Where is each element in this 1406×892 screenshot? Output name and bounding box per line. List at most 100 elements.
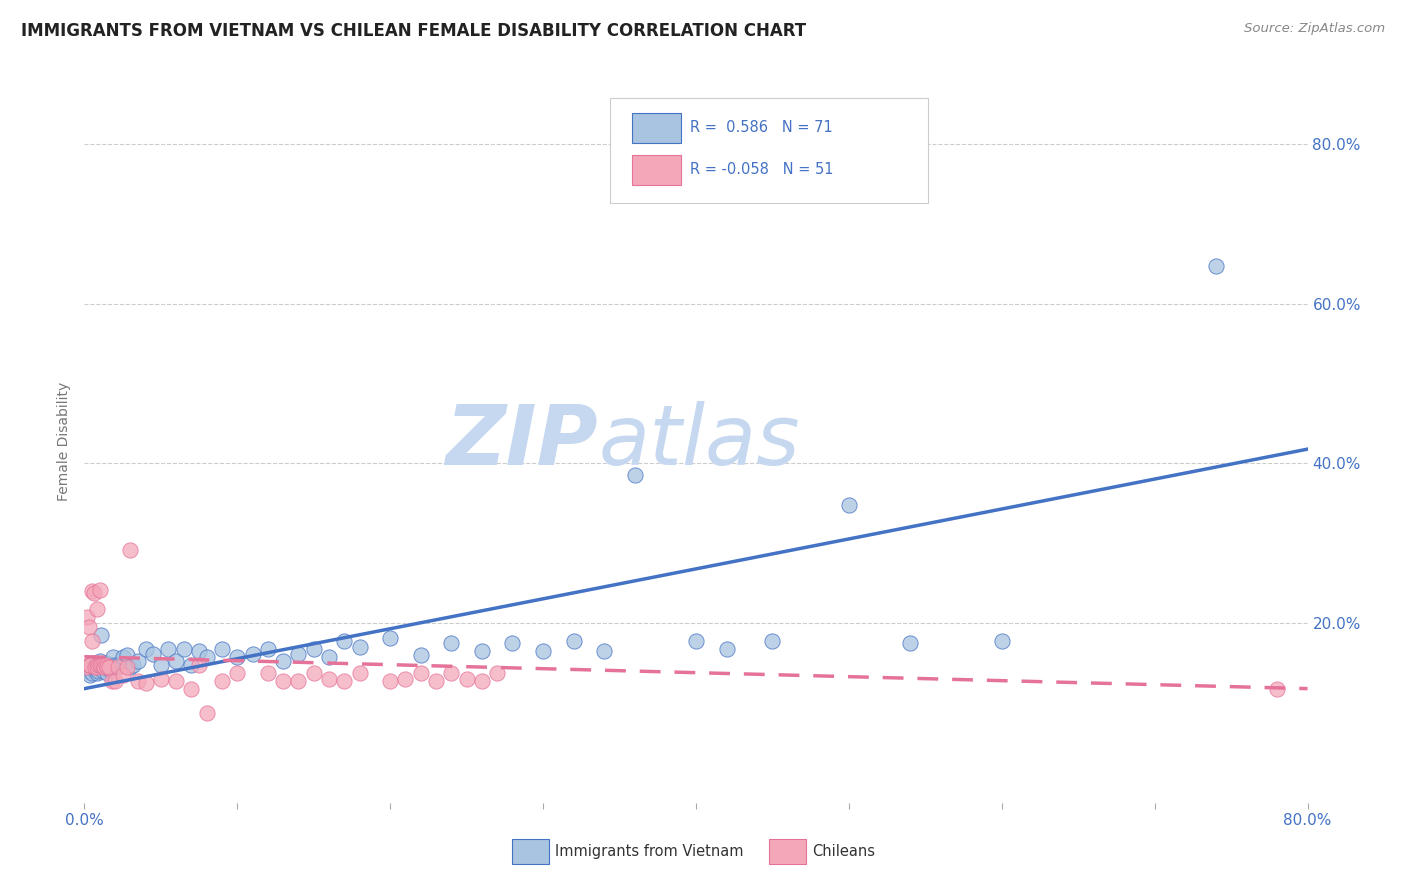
Point xyxy=(180,681,202,696)
Point xyxy=(86,602,108,616)
Text: IMMIGRANTS FROM VIETNAM VS CHILEAN FEMALE DISABILITY CORRELATION CHART: IMMIGRANTS FROM VIETNAM VS CHILEAN FEMAL… xyxy=(21,22,806,40)
Point xyxy=(90,628,112,642)
Point xyxy=(97,663,120,677)
Point xyxy=(107,657,129,672)
Point xyxy=(94,657,117,672)
FancyBboxPatch shape xyxy=(769,838,806,864)
Point xyxy=(135,641,157,656)
Point xyxy=(111,649,134,664)
Point xyxy=(425,673,447,688)
Point xyxy=(486,665,509,680)
Point xyxy=(180,657,202,672)
Point xyxy=(562,633,585,648)
Point xyxy=(188,644,211,658)
Point xyxy=(1265,681,1288,696)
Point xyxy=(593,644,616,658)
Point xyxy=(84,663,107,677)
Point xyxy=(94,656,117,670)
Point xyxy=(502,636,524,650)
Point xyxy=(165,673,187,688)
Point xyxy=(96,660,118,674)
Point xyxy=(456,672,478,686)
Point xyxy=(83,657,105,672)
Point xyxy=(302,665,325,680)
Point xyxy=(122,657,145,672)
Point xyxy=(76,660,98,674)
Point xyxy=(91,657,114,672)
Point xyxy=(1205,259,1227,273)
Point xyxy=(624,468,647,483)
Point xyxy=(226,649,249,664)
Point xyxy=(142,647,165,661)
Point xyxy=(271,655,294,669)
Point xyxy=(76,609,98,624)
Point xyxy=(83,660,105,674)
Point xyxy=(838,498,860,512)
Point xyxy=(79,668,101,682)
Point xyxy=(79,657,101,672)
Point xyxy=(302,641,325,656)
Point xyxy=(349,665,371,680)
Point xyxy=(96,665,118,680)
Point xyxy=(101,660,124,674)
Point xyxy=(120,660,142,674)
Point xyxy=(104,657,127,672)
Point xyxy=(87,657,110,672)
Point xyxy=(120,542,142,557)
Point xyxy=(318,672,340,686)
Point xyxy=(93,660,115,674)
Point xyxy=(226,665,249,680)
Point xyxy=(471,644,494,658)
Point xyxy=(83,586,105,600)
Text: R = -0.058   N = 51: R = -0.058 N = 51 xyxy=(690,162,834,178)
Point xyxy=(409,665,432,680)
Point xyxy=(211,641,233,656)
Point xyxy=(380,673,402,688)
Point xyxy=(716,641,738,656)
Point xyxy=(149,657,172,672)
FancyBboxPatch shape xyxy=(633,112,682,143)
Point xyxy=(84,660,107,674)
Point xyxy=(531,644,554,658)
Text: R =  0.586   N = 71: R = 0.586 N = 71 xyxy=(690,120,832,136)
Point xyxy=(287,673,309,688)
Point xyxy=(195,649,218,664)
Text: Chileans: Chileans xyxy=(813,845,875,859)
Point xyxy=(149,672,172,686)
Point xyxy=(318,649,340,664)
Point xyxy=(84,656,107,670)
Point xyxy=(380,631,402,645)
Point xyxy=(79,657,101,672)
Point xyxy=(761,633,783,648)
Point xyxy=(103,649,125,664)
Point xyxy=(80,665,103,680)
Point xyxy=(188,657,211,672)
Point xyxy=(77,664,100,678)
Point xyxy=(287,647,309,661)
Point xyxy=(135,676,157,690)
Point xyxy=(111,668,134,682)
Point xyxy=(898,636,921,650)
Point xyxy=(333,633,356,648)
Point xyxy=(80,584,103,599)
Point xyxy=(86,660,108,674)
Y-axis label: Female Disability: Female Disability xyxy=(58,382,72,501)
Point xyxy=(127,673,149,688)
Point xyxy=(333,673,356,688)
Text: atlas: atlas xyxy=(598,401,800,482)
Point xyxy=(97,660,120,674)
Point xyxy=(89,582,111,597)
Point xyxy=(157,641,180,656)
Point xyxy=(101,673,124,688)
FancyBboxPatch shape xyxy=(513,838,550,864)
Point xyxy=(93,657,115,672)
Point xyxy=(115,648,138,662)
Point xyxy=(86,657,108,672)
Point xyxy=(107,660,129,674)
Point xyxy=(242,647,264,661)
Point xyxy=(173,641,195,656)
Point xyxy=(257,665,280,680)
Point xyxy=(349,640,371,654)
Point xyxy=(80,633,103,648)
Point xyxy=(685,633,707,648)
